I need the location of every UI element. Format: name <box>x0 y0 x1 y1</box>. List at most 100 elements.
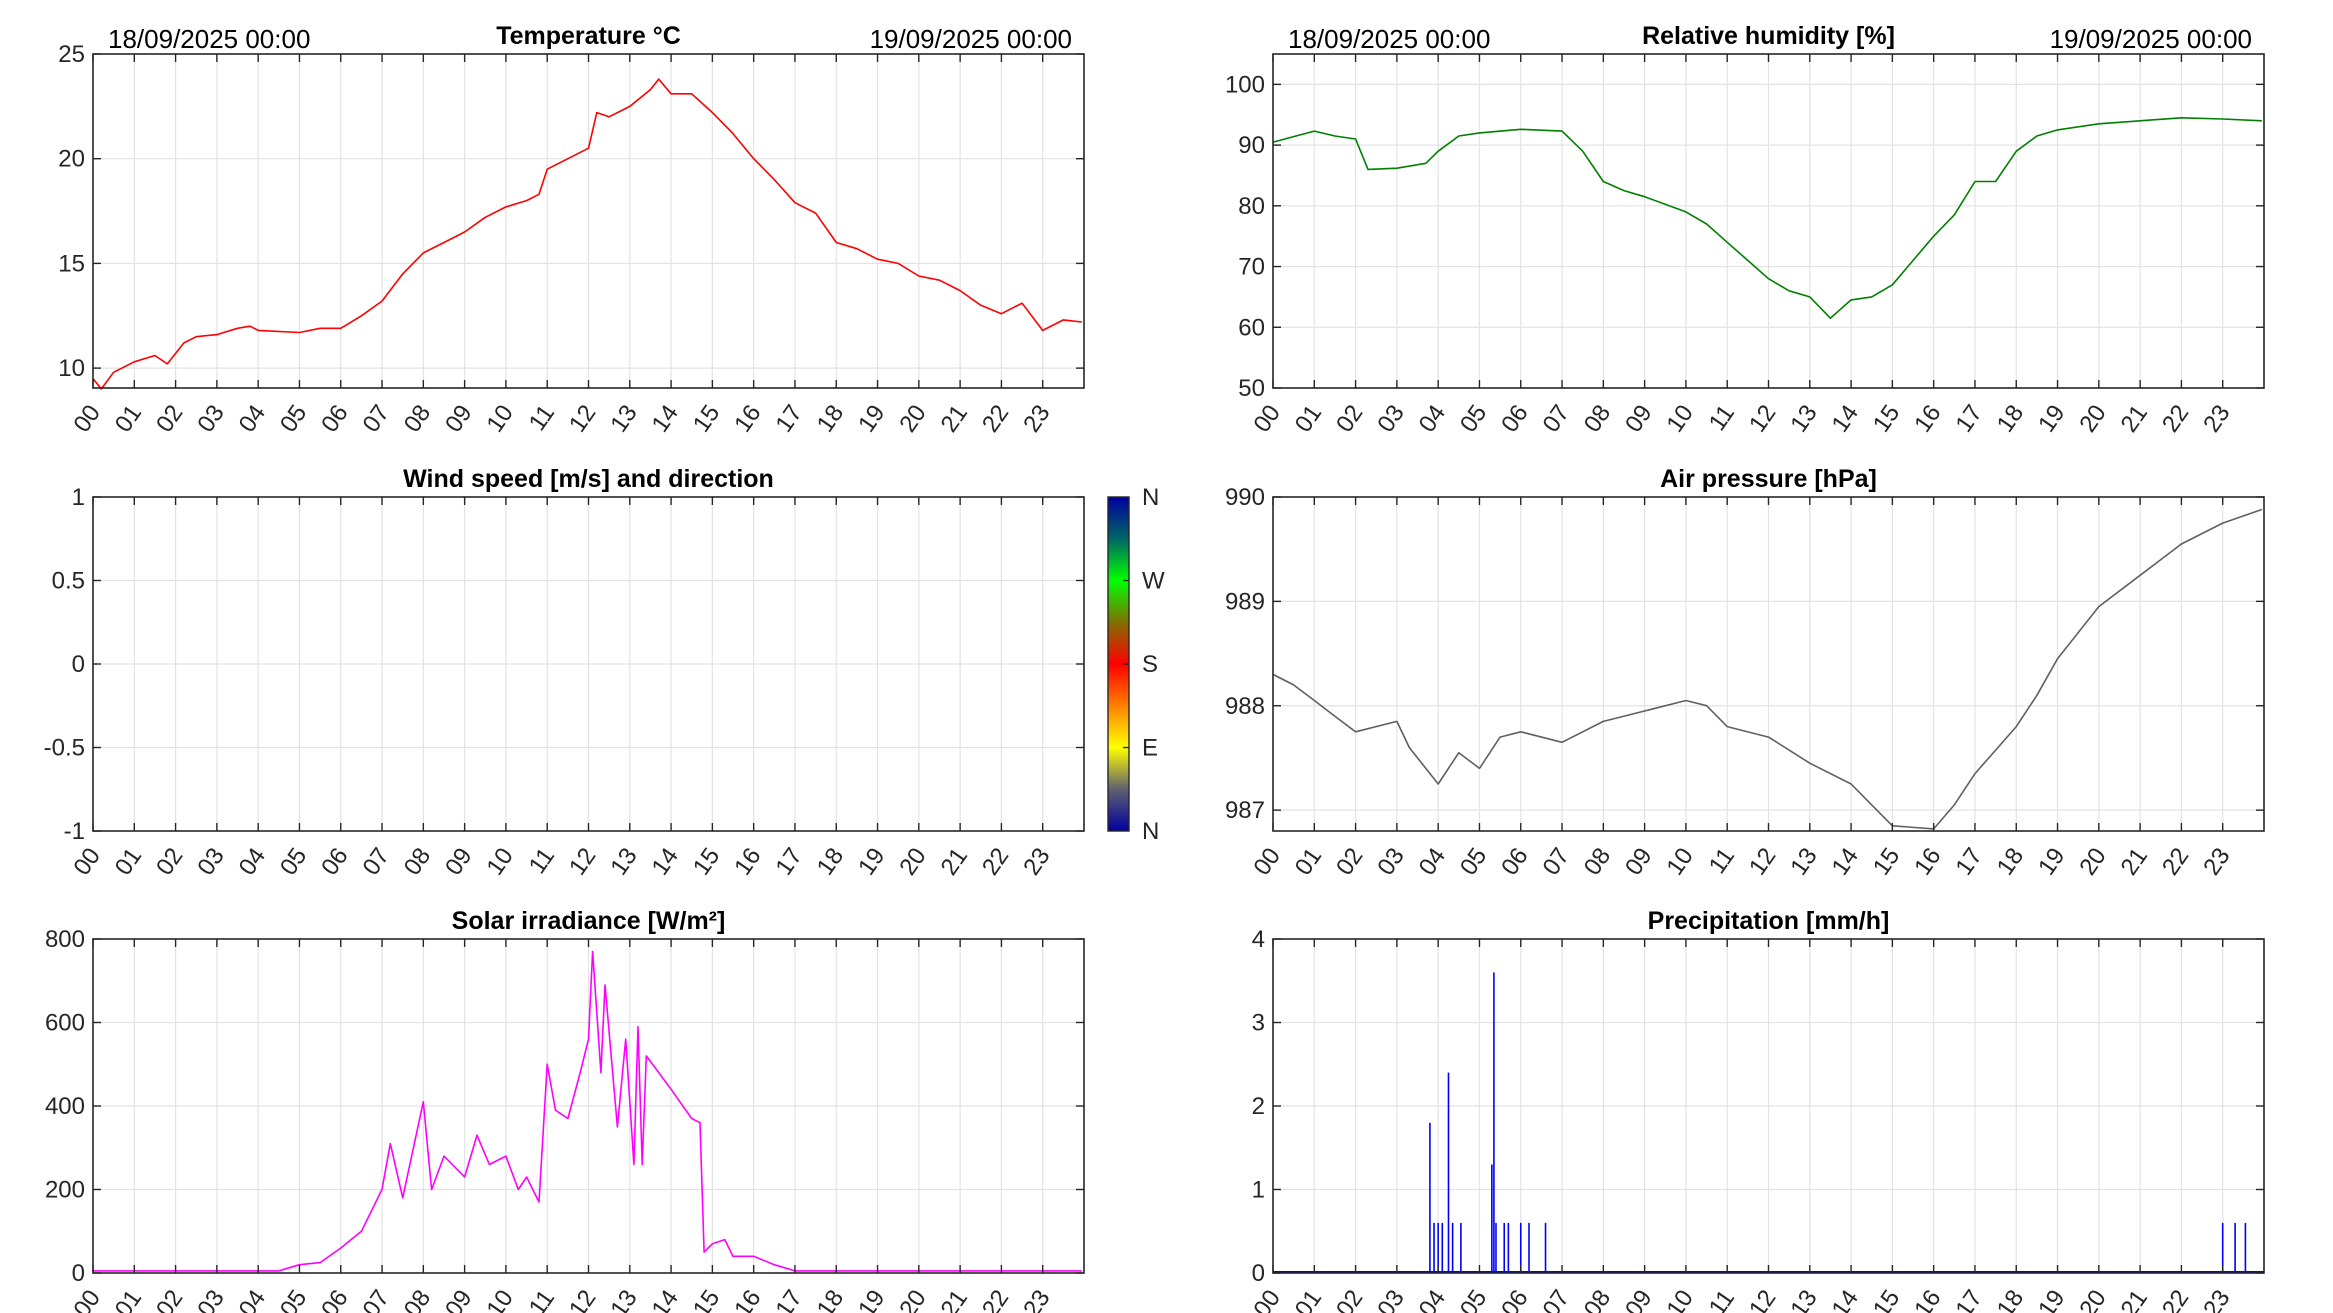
x-tick-label: 14 <box>647 1285 684 1313</box>
x-tick-label: 18 <box>812 843 849 880</box>
x-tick-label: 16 <box>1909 1285 1946 1313</box>
y-tick-label: 90 <box>1238 132 1265 159</box>
x-tick-label: 11 <box>524 843 560 879</box>
y-tick-label: 0 <box>72 1260 85 1287</box>
x-tick-label: 15 <box>1868 843 1905 880</box>
x-tick-label: 21 <box>2116 400 2153 437</box>
x-tick-label: 08 <box>1579 400 1616 437</box>
x-tick-label: 15 <box>688 1285 725 1313</box>
x-tick-label: 02 <box>1331 843 1368 880</box>
x-tick-label: 07 <box>358 1285 395 1313</box>
x-tick-label: 02 <box>151 1285 188 1313</box>
y-tick-label: 1 <box>1252 1177 1265 1204</box>
colorbar-label: E <box>1142 735 1158 762</box>
x-tick-label: 00 <box>1248 400 1285 437</box>
x-tick-label: 12 <box>1744 400 1781 437</box>
x-tick-label: 07 <box>1538 1285 1575 1313</box>
x-tick-label: 01 <box>110 1285 147 1313</box>
x-tick-label: 17 <box>1950 1285 1987 1313</box>
y-tick-label: 200 <box>45 1177 85 1204</box>
x-tick-label: 19 <box>853 400 890 437</box>
y-tick-label: 800 <box>45 926 85 953</box>
x-tick-label: 04 <box>234 400 271 437</box>
x-tick-label: 04 <box>234 843 271 880</box>
x-tick-label: 12 <box>1744 843 1781 880</box>
x-tick-label: 00 <box>1248 843 1285 880</box>
x-tick-label: 06 <box>316 843 353 880</box>
x-tick-label: 09 <box>440 843 477 880</box>
pressure-series-line <box>1272 508 2263 830</box>
x-tick-label: 13 <box>605 1285 642 1313</box>
x-tick-label: 23 <box>2198 400 2235 437</box>
x-tick-label: 07 <box>1538 400 1575 437</box>
x-tick-label: 15 <box>1868 1285 1905 1313</box>
y-tick-label: -1 <box>64 818 85 845</box>
colorbar-label: W <box>1142 568 1165 595</box>
x-tick-label: 12 <box>1744 1285 1781 1313</box>
precipitation-panel: 00 01 02 03 04 05 06 07 08 09 10 11 12 13 14 15 16 17 18 19… <box>1248 907 2265 1313</box>
x-tick-label: 20 <box>2074 400 2111 437</box>
date-end-label: 19/09/2025 00:00 <box>2050 24 2252 54</box>
x-tick-label: 08 <box>399 843 436 880</box>
y-tick-label: 0.5 <box>52 568 85 595</box>
x-tick-label: 20 <box>894 1285 931 1313</box>
x-tick-label: 22 <box>977 1285 1014 1313</box>
date-start-label: 18/09/2025 00:00 <box>108 24 310 54</box>
x-tick-label: 08 <box>1579 843 1616 880</box>
x-tick-label: 00 <box>68 1285 105 1313</box>
x-tick-label: 06 <box>1496 843 1533 880</box>
x-tick-label: 01 <box>110 843 147 880</box>
humidity-panel: 00 01 02 03 04 05 06 07 08 09 10 11 12 13 14 15 16 17 18 19… <box>1225 22 2265 437</box>
x-tick-label: 18 <box>1992 1285 2029 1313</box>
x-tick-label: 18 <box>812 1285 849 1313</box>
x-tick-label: 17 <box>770 1285 807 1313</box>
x-tick-label: 01 <box>1290 400 1327 437</box>
y-tick-label: 600 <box>45 1010 85 1037</box>
x-tick-label: 14 <box>647 400 684 437</box>
y-tick-label: 987 <box>1225 797 1265 824</box>
y-tick-label: 0 <box>1252 1260 1265 1287</box>
x-tick-label: 04 <box>1414 1285 1451 1313</box>
solar-series-line <box>93 950 1082 1272</box>
x-tick-label: 09 <box>440 1285 477 1313</box>
x-tick-label: 15 <box>688 843 725 880</box>
x-tick-label: 12 <box>564 1285 601 1313</box>
y-tick-label: 10 <box>58 355 85 382</box>
x-tick-label: 14 <box>1827 400 1864 437</box>
x-tick-label: 15 <box>1868 400 1905 437</box>
x-tick-label: 17 <box>1950 400 1987 437</box>
x-tick-label: 02 <box>151 843 188 880</box>
x-tick-label: 16 <box>729 1285 766 1313</box>
x-tick-label: 06 <box>1496 400 1533 437</box>
x-tick-label: 03 <box>1372 843 1409 880</box>
x-tick-label: 23 <box>1018 1285 1055 1313</box>
x-tick-label: 03 <box>192 400 229 437</box>
x-tick-label: 07 <box>358 400 395 437</box>
x-tick-label: 19 <box>2033 843 2070 880</box>
temperature-panel: 00 01 02 03 04 05 06 07 08 09 10 11 12 13 14 15 16 17 18 19… <box>58 22 1085 437</box>
x-tick-label: 03 <box>192 843 229 880</box>
x-tick-label: 19 <box>853 843 890 880</box>
x-tick-label: 20 <box>2074 843 2111 880</box>
y-tick-label: 60 <box>1238 314 1265 341</box>
x-tick-label: 13 <box>1785 843 1822 880</box>
x-tick-label: 08 <box>1579 1285 1616 1313</box>
x-tick-label: 22 <box>2157 400 2194 437</box>
x-tick-label: 11 <box>524 400 560 436</box>
y-tick-label: 4 <box>1252 926 1265 953</box>
humidity-series-line <box>1272 117 2262 320</box>
y-tick-label: 1 <box>72 484 85 511</box>
y-tick-label: 990 <box>1225 484 1265 511</box>
x-tick-label: 11 <box>1704 400 1740 436</box>
wind-title: Wind speed [m/s] and direction <box>403 465 774 493</box>
x-tick-label: 21 <box>2116 843 2153 880</box>
x-tick-label: 09 <box>1620 843 1657 880</box>
x-tick-label: 01 <box>110 400 147 437</box>
x-tick-label: 21 <box>2116 1285 2153 1313</box>
y-tick-label: 25 <box>58 41 85 68</box>
x-tick-label: 16 <box>729 843 766 880</box>
y-tick-label: -0.5 <box>44 735 85 762</box>
x-tick-label: 16 <box>729 400 766 437</box>
y-tick-label: 15 <box>58 250 85 277</box>
x-tick-label: 21 <box>936 1285 973 1313</box>
